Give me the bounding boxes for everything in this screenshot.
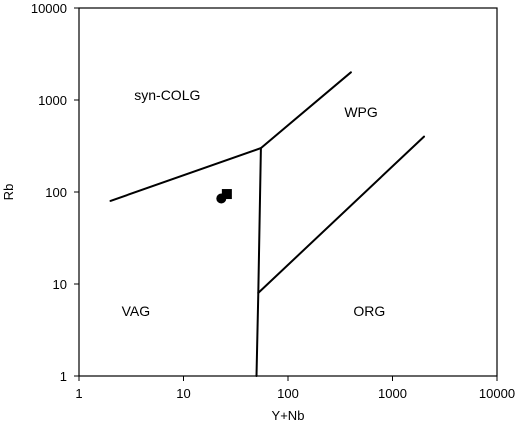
x-tick-label: 10 [176, 386, 190, 401]
y-tick-label: 10000 [31, 1, 67, 16]
y-tick-label: 100 [45, 185, 67, 200]
y-tick-label: 10 [53, 277, 67, 292]
x-tick-label: 1 [75, 386, 82, 401]
x-axis-title: Y+Nb [272, 408, 305, 423]
data-point-square [221, 189, 232, 200]
y-axis-title: Rb [1, 184, 16, 201]
plot-frame [78, 7, 498, 377]
axis-ticks: 1 10 100 1000 10000 1 10 100 1000 10000 [31, 1, 515, 401]
x-tick-label: 1000 [378, 386, 407, 401]
y-tick-label: 1000 [38, 93, 67, 108]
boundary-line-3 [257, 135, 425, 294]
boundary-line-2 [255, 147, 262, 377]
region-labels: syn-COLG WPG VAG ORG [122, 87, 386, 319]
x-tick-label: 10000 [479, 386, 515, 401]
region-label-vag: VAG [122, 303, 151, 319]
region-label-syn-colg: syn-COLG [134, 87, 200, 103]
region-label-wpg: WPG [344, 104, 377, 120]
boundary-lines [109, 71, 425, 377]
data-points [216, 189, 232, 204]
x-tick-label: 100 [277, 386, 299, 401]
y-tick-label: 1 [60, 369, 67, 384]
region-label-org: ORG [353, 303, 385, 319]
